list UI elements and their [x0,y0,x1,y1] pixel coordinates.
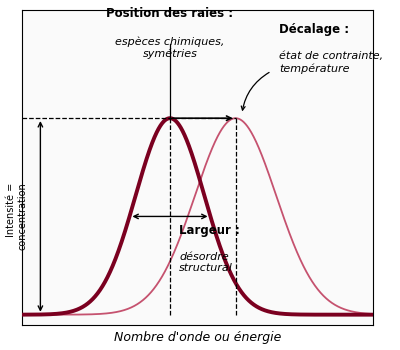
Text: Position des raies :: Position des raies : [106,7,234,20]
Text: espèces chimiques,
symétries: espèces chimiques, symétries [115,36,225,59]
Text: Décalage :: Décalage : [279,23,350,36]
X-axis label: Nombre d'onde ou énergie: Nombre d'onde ou énergie [114,331,281,344]
Text: Largeur :: Largeur : [179,224,240,237]
Text: Intensité =
concentration: Intensité = concentration [6,183,28,250]
Text: état de contrainte,
température: état de contrainte, température [279,51,384,74]
Text: désordre
structural: désordre structural [179,252,233,273]
